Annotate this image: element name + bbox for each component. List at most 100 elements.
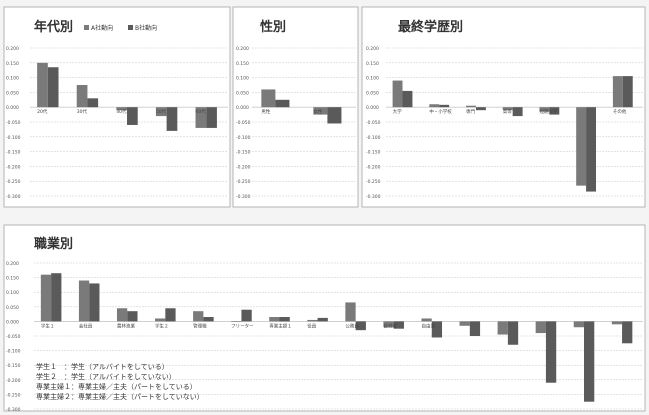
y-tick-label: -0.300 xyxy=(6,407,21,413)
bar-b xyxy=(355,321,366,331)
y-tick-label: -0.200 xyxy=(6,164,21,170)
bar-a xyxy=(40,274,52,322)
y-tick-label: -0.250 xyxy=(366,179,381,185)
y-tick-label: -0.300 xyxy=(236,194,251,200)
bar-a xyxy=(466,105,476,108)
bar-a xyxy=(345,302,356,322)
y-tick-label: -0.050 xyxy=(366,120,381,126)
y-tick-label: 0.000 xyxy=(6,319,19,325)
note-line: 学生２ ：学生（アルバイトをしていない） xyxy=(36,372,176,381)
bar-a xyxy=(421,318,432,322)
bar-b xyxy=(586,107,597,192)
y-tick-label: 0.150 xyxy=(6,61,19,67)
bar-a xyxy=(231,321,242,322)
y-tick-label: -0.100 xyxy=(6,349,21,355)
bar-b xyxy=(402,90,413,108)
bar-b xyxy=(584,321,595,402)
y-tick-label: -0.250 xyxy=(6,392,21,398)
x-tick-label: 学生１ xyxy=(41,322,55,329)
note-line: 専業主婦２：専業主婦／主夫（パートをしていない） xyxy=(36,392,204,401)
bar-a xyxy=(502,107,513,111)
y-tick-label: 0.150 xyxy=(366,61,379,67)
y-tick-label: -0.150 xyxy=(366,150,381,156)
y-tick-label: 0.000 xyxy=(6,105,19,111)
title-age: 年代別 xyxy=(34,19,73,35)
y-tick-label: -0.250 xyxy=(6,179,21,185)
bar-a xyxy=(193,311,204,322)
y-tick-label: -0.100 xyxy=(6,135,21,141)
bar-a xyxy=(539,107,550,112)
legend-swatch-a xyxy=(84,25,89,30)
x-tick-label: 中・小学校 xyxy=(429,108,452,115)
bar-b xyxy=(507,321,519,345)
bar-a xyxy=(307,319,318,322)
bar-b xyxy=(89,283,100,322)
bar-a xyxy=(612,76,623,108)
bar-b xyxy=(475,107,486,111)
bar-a xyxy=(573,321,585,328)
y-tick-label: 0.150 xyxy=(6,276,19,282)
x-tick-label: 30代 xyxy=(77,108,88,115)
bar-b xyxy=(545,321,557,383)
bar-a xyxy=(392,80,403,108)
legend-label-b: B社動向 xyxy=(135,24,157,32)
bar-a xyxy=(155,318,166,322)
note-line: 学生１ ：学生（アルバイトをしている） xyxy=(36,362,169,371)
y-tick-label: 0.200 xyxy=(6,261,19,267)
y-tick-label: 0.200 xyxy=(6,46,19,52)
x-tick-label: 公務員 xyxy=(345,322,359,329)
bar-b xyxy=(512,107,523,117)
bar-b xyxy=(317,317,328,322)
x-tick-label: フリーター xyxy=(231,322,254,329)
y-tick-label: 0.200 xyxy=(366,46,379,52)
bar-a xyxy=(313,107,328,115)
bar-b xyxy=(549,107,560,115)
bar-b xyxy=(275,99,290,108)
note-line: 専業主婦１：専業主婦／主夫（パートをしている） xyxy=(36,382,197,391)
notes: 学生１ ：学生（アルバイトをしている） 学生２ ：学生（アルバイトをしていない）… xyxy=(36,362,204,401)
title-occupation: 職業別 xyxy=(34,236,73,252)
bar-b xyxy=(127,311,138,322)
y-tick-label: 0.100 xyxy=(6,290,19,296)
bar-a xyxy=(383,321,394,328)
y-tick-label: -0.200 xyxy=(236,164,251,170)
bar-b xyxy=(327,107,342,124)
bar-b xyxy=(206,107,217,128)
bar-b xyxy=(431,321,443,338)
bar-a xyxy=(535,321,546,334)
bar-b xyxy=(165,308,176,322)
y-tick-label: -0.200 xyxy=(6,378,21,384)
y-tick-label: -0.150 xyxy=(6,150,21,156)
x-tick-label: 学生２ xyxy=(155,322,169,329)
bar-a xyxy=(269,317,280,322)
bar-b xyxy=(203,317,214,322)
y-tick-label: 0.150 xyxy=(236,61,249,67)
y-tick-label: -0.150 xyxy=(236,150,251,156)
bar-b xyxy=(622,76,633,108)
y-tick-label: -0.100 xyxy=(366,135,381,141)
x-tick-label: 専業主婦１ xyxy=(269,322,292,329)
bar-a xyxy=(459,321,470,326)
y-tick-label: 0.100 xyxy=(236,76,249,82)
x-tick-label: 大学 xyxy=(393,108,402,115)
x-tick-label: 農林漁業 xyxy=(117,322,135,329)
bar-b xyxy=(469,321,481,336)
y-tick-label: 0.050 xyxy=(6,90,19,96)
x-tick-label: 高等 xyxy=(503,108,512,115)
y-tick-label: 0.100 xyxy=(366,76,379,82)
y-tick-label: -0.300 xyxy=(6,194,21,200)
bar-a xyxy=(497,321,508,335)
x-tick-label: 管理職 xyxy=(193,322,207,329)
x-tick-label: 短期大学 xyxy=(539,108,557,115)
x-tick-label: 40代 xyxy=(116,108,127,115)
y-tick-label: 0.000 xyxy=(366,105,379,111)
bar-b xyxy=(127,107,138,125)
legend-label-a: A社動向 xyxy=(91,24,113,32)
bar-a xyxy=(611,321,623,325)
bar-b xyxy=(279,317,290,322)
bar-b xyxy=(51,273,62,322)
y-tick-label: -0.050 xyxy=(6,334,21,340)
y-tick-label: -0.200 xyxy=(366,164,381,170)
y-tick-label: 0.000 xyxy=(236,105,249,111)
